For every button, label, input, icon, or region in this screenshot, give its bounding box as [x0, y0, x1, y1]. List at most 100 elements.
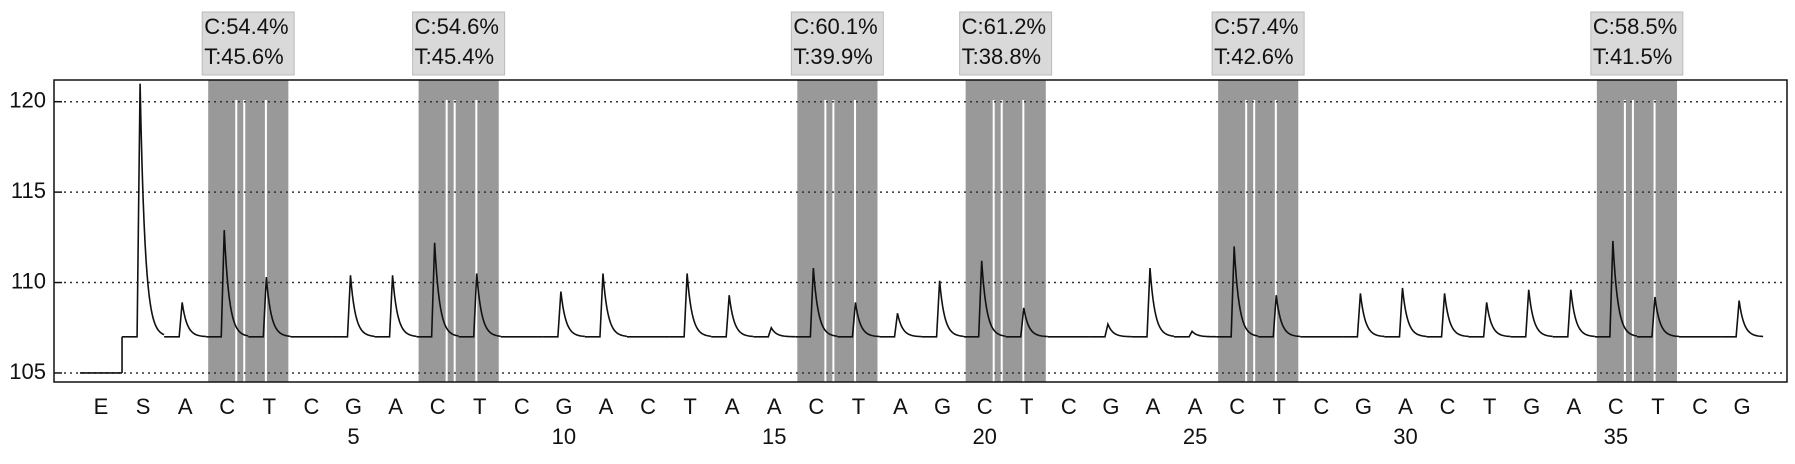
x-tick-label: A	[1566, 394, 1581, 419]
peak	[122, 83, 165, 338]
annotation-text: T:39.9%	[793, 44, 873, 69]
peak	[374, 275, 417, 338]
x-tick-label: A	[1398, 394, 1413, 419]
annotation-text: C:61.2%	[962, 14, 1046, 39]
peak	[1174, 330, 1217, 338]
x-tick-label: S	[136, 394, 151, 419]
x-tick-label: A	[767, 394, 782, 419]
annotation-text: C:58.5%	[1593, 14, 1677, 39]
x-tick-label: A	[1146, 394, 1161, 419]
x-tick-label: T	[1273, 394, 1286, 419]
x-tick-label: G	[934, 394, 951, 419]
annotation-text: T:45.4%	[415, 44, 495, 69]
annotation-text: T:38.8%	[962, 44, 1042, 69]
peak	[332, 275, 375, 338]
annotation-text: T:41.5%	[1593, 44, 1673, 69]
x-tick-label: C	[1692, 394, 1708, 419]
x-tick-label: C	[430, 394, 446, 419]
y-tick-label: 105	[9, 359, 46, 384]
peak	[206, 230, 249, 338]
peak	[753, 325, 796, 338]
peak	[795, 268, 838, 338]
annotation-box	[1211, 11, 1305, 76]
annotation-text: C:54.4%	[204, 14, 288, 39]
x-tick-label: T	[1020, 394, 1033, 419]
peak	[1636, 296, 1680, 338]
peak	[1216, 246, 1259, 338]
x-tick-label: G	[1102, 394, 1119, 419]
x-tick-label: A	[893, 394, 908, 419]
peak	[1552, 289, 1595, 338]
peak	[1426, 293, 1469, 338]
peak	[1468, 302, 1511, 338]
position-label: 25	[1183, 424, 1207, 449]
x-tick-label: C	[514, 394, 530, 419]
peak	[1342, 293, 1385, 338]
annotation-box	[201, 11, 295, 76]
x-tick-label: A	[599, 394, 614, 419]
x-tick-label: A	[725, 394, 740, 419]
x-tick-label: A	[1188, 394, 1203, 419]
x-tick-label: C	[303, 394, 319, 419]
annotation-text: T:42.6%	[1214, 44, 1294, 69]
annotation-box	[1590, 11, 1684, 76]
position-label: 10	[552, 424, 576, 449]
x-tick-label: G	[345, 394, 362, 419]
position-label: 20	[972, 424, 996, 449]
peak	[963, 260, 1006, 338]
x-tick-label: G	[1734, 394, 1751, 419]
peak	[416, 242, 459, 338]
peak	[1131, 268, 1175, 338]
annotation-box	[790, 11, 884, 76]
position-label: 5	[347, 424, 359, 449]
x-tick-label: T	[683, 394, 696, 419]
peak	[164, 302, 207, 338]
annotation-box	[412, 11, 506, 76]
peak	[921, 280, 964, 338]
annotation-text: T:45.6%	[204, 44, 284, 69]
x-tick-label: A	[388, 394, 403, 419]
peak	[837, 302, 880, 338]
peak	[542, 291, 585, 338]
peak	[584, 273, 628, 338]
x-tick-label: C	[219, 394, 235, 419]
annotation-text: C:57.4%	[1214, 14, 1298, 39]
x-tick-label: G	[1523, 394, 1540, 419]
y-tick-label: 115	[11, 178, 46, 203]
peak	[1510, 289, 1553, 338]
annotation-text: C:60.1%	[793, 14, 877, 39]
peak	[1384, 287, 1427, 338]
grid	[54, 100, 1783, 374]
x-tick-label: T	[852, 394, 865, 419]
x-tick-label: C	[1440, 394, 1456, 419]
x-tick-label: C	[1313, 394, 1329, 419]
peak	[1594, 240, 1638, 338]
position-label: 15	[762, 424, 786, 449]
x-tick-label: A	[178, 394, 193, 419]
x-tick-label: T	[473, 394, 486, 419]
peak	[1721, 300, 1764, 338]
x-tick-label: T	[1651, 394, 1664, 419]
position-label: 35	[1604, 424, 1628, 449]
peak	[1089, 321, 1132, 338]
trace	[79, 83, 1764, 374]
labels: C:54.4% T:45.6% C:54.6% T:45.4% C:60.1% T:39.…	[9, 11, 1751, 449]
annotation-text: C:54.6%	[415, 14, 499, 39]
x-tick-label: T	[263, 394, 276, 419]
x-tick-label: C	[640, 394, 656, 419]
x-tick-label: G	[555, 394, 572, 419]
peak	[1258, 295, 1301, 338]
x-tick-label: C	[977, 394, 993, 419]
peak	[669, 273, 712, 338]
x-tick-label: C	[1608, 394, 1624, 419]
x-tick-label: G	[1355, 394, 1372, 419]
peak	[248, 277, 291, 338]
x-tick-label: C	[1061, 394, 1077, 419]
x-tick-label: T	[1483, 394, 1496, 419]
peak	[1005, 307, 1048, 338]
x-tick-label: E	[94, 394, 109, 419]
y-tick-label: 110	[11, 268, 46, 293]
peak	[879, 313, 922, 338]
peak	[711, 295, 754, 338]
